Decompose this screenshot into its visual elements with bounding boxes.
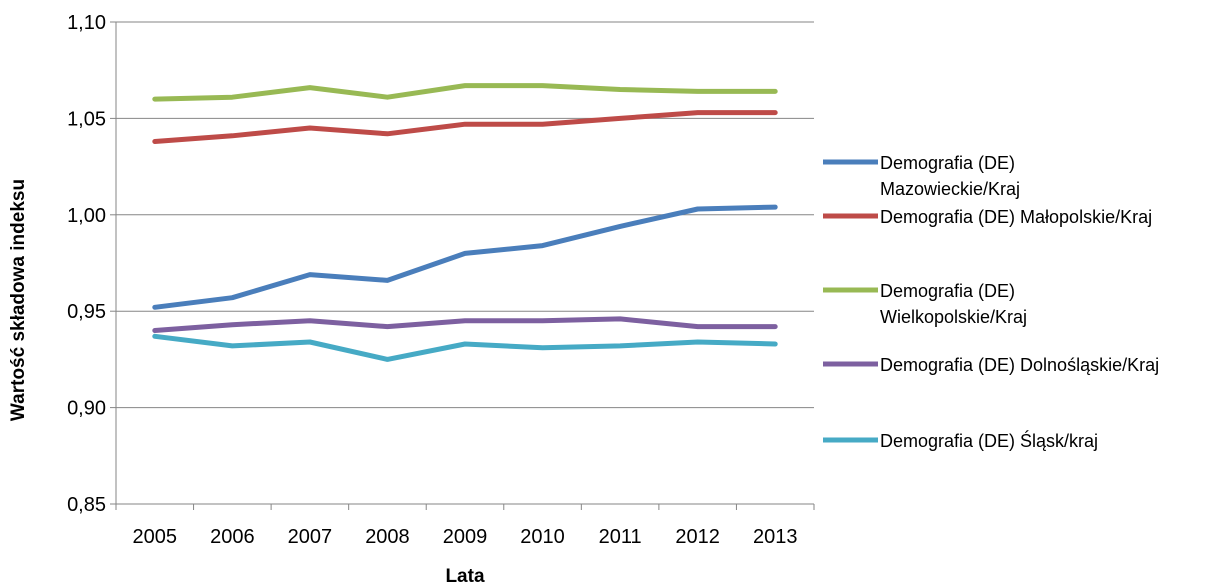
legend-label: Demografia (DE) Dolnośląskie/Kraj	[880, 355, 1159, 375]
x-tick-label: 2006	[210, 526, 255, 548]
x-tick-label: 2007	[288, 526, 333, 548]
x-tick-labels: 2005 2006 2007 2008 2009 2010 2011 2012 2013	[133, 526, 798, 548]
x-tick-label: 2010	[520, 526, 565, 548]
axes	[110, 21, 815, 510]
legend-label: Demografia (DE)	[880, 153, 1015, 173]
series-lines	[152, 83, 778, 362]
legend-item-2: Demografia (DE) Małopolskie/Kraj	[823, 207, 1152, 227]
y-tick-label: 0,95	[67, 301, 106, 323]
legend-label: Demografia (DE) Małopolskie/Kraj	[880, 207, 1152, 227]
legend-item-4: Demografia (DE) Dolnośląskie/Kraj	[823, 355, 1159, 375]
series-line-3	[152, 83, 778, 102]
y-tick-label: 0,85	[67, 494, 106, 516]
x-tick-label: 2011	[599, 526, 642, 548]
legend: Demografia (DE)Mazowieckie/KrajDemografi…	[823, 153, 1159, 451]
x-tick-label: 2012	[675, 526, 720, 548]
series-line-2	[152, 110, 778, 144]
y-axis-title: Wartość składowa indeksu	[8, 179, 29, 421]
legend-item-3: Demografia (DE) Wielkopolskie/Kraj	[823, 281, 1027, 327]
series-line-4	[152, 316, 778, 333]
x-tick-label: 2013	[753, 526, 798, 548]
legend-label: Demografia (DE) Śląsk/kraj	[880, 430, 1098, 451]
y-tick-labels: 0,85 0,90 0,95 1,00 1,05 1,10	[67, 12, 106, 516]
legend-item-1: Demografia (DE) Mazowieckie/Kraj	[823, 153, 1020, 199]
y-tick-label: 1,05	[67, 108, 106, 130]
x-axis-title: Lata	[445, 566, 485, 586]
series-line-1	[152, 204, 778, 310]
legend-item-5: Demografia (DE) Śląsk/kraj	[823, 430, 1098, 451]
y-tick-label: 1,00	[67, 205, 106, 227]
legend-label: Wielkopolskie/Kraj	[880, 307, 1027, 327]
legend-label: Demografia (DE)	[880, 281, 1015, 301]
x-tick-label: 2005	[133, 526, 178, 548]
gridlines	[116, 21, 814, 409]
y-tick-label: 0,90	[67, 398, 106, 420]
x-tick-label: 2009	[443, 526, 488, 548]
series-line-5	[152, 333, 778, 362]
y-tick-label: 1,10	[67, 12, 106, 34]
x-tick-label: 2008	[365, 526, 410, 548]
legend-label: Mazowieckie/Kraj	[880, 179, 1020, 199]
